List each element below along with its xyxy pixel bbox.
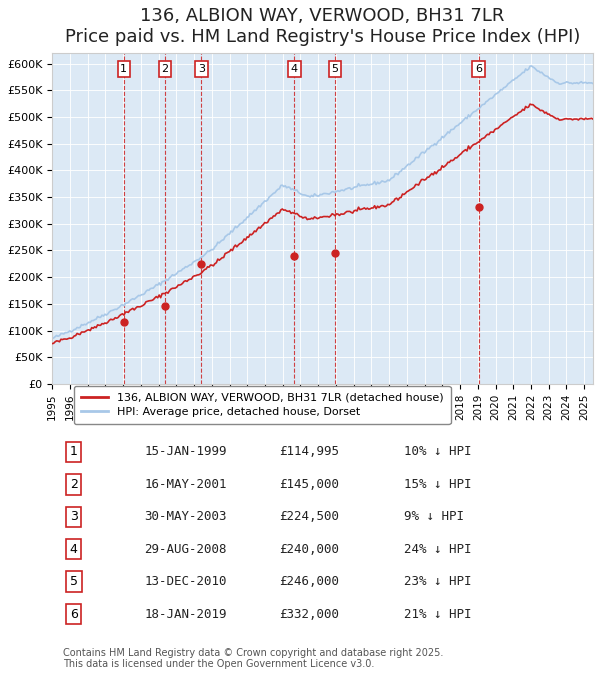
Legend: 136, ALBION WAY, VERWOOD, BH31 7LR (detached house), HPI: Average price, detache: 136, ALBION WAY, VERWOOD, BH31 7LR (deta… (74, 386, 451, 424)
Text: 18-JAN-2019: 18-JAN-2019 (144, 607, 227, 621)
Text: £224,500: £224,500 (280, 510, 340, 524)
Text: 13-DEC-2010: 13-DEC-2010 (144, 575, 227, 588)
Text: 30-MAY-2003: 30-MAY-2003 (144, 510, 227, 524)
Text: 2: 2 (70, 478, 78, 491)
Text: Contains HM Land Registry data © Crown copyright and database right 2025.
This d: Contains HM Land Registry data © Crown c… (63, 647, 443, 669)
Text: 3: 3 (198, 64, 205, 74)
Text: 15-JAN-1999: 15-JAN-1999 (144, 445, 227, 458)
Text: 24% ↓ HPI: 24% ↓ HPI (404, 543, 471, 556)
Text: £246,000: £246,000 (280, 575, 340, 588)
Text: 4: 4 (291, 64, 298, 74)
Text: 23% ↓ HPI: 23% ↓ HPI (404, 575, 471, 588)
Text: £114,995: £114,995 (280, 445, 340, 458)
Text: 5: 5 (332, 64, 338, 74)
Text: £240,000: £240,000 (280, 543, 340, 556)
Text: 4: 4 (70, 543, 78, 556)
Text: 16-MAY-2001: 16-MAY-2001 (144, 478, 227, 491)
Text: 6: 6 (70, 607, 78, 621)
Text: 5: 5 (70, 575, 78, 588)
Text: 2: 2 (161, 64, 169, 74)
Text: 6: 6 (475, 64, 482, 74)
Title: 136, ALBION WAY, VERWOOD, BH31 7LR
Price paid vs. HM Land Registry's House Price: 136, ALBION WAY, VERWOOD, BH31 7LR Price… (65, 7, 580, 46)
Text: 3: 3 (70, 510, 78, 524)
Text: £145,000: £145,000 (280, 478, 340, 491)
Text: 1: 1 (70, 445, 78, 458)
Text: 10% ↓ HPI: 10% ↓ HPI (404, 445, 471, 458)
Text: £332,000: £332,000 (280, 607, 340, 621)
Text: 29-AUG-2008: 29-AUG-2008 (144, 543, 227, 556)
Text: 9% ↓ HPI: 9% ↓ HPI (404, 510, 464, 524)
Text: 21% ↓ HPI: 21% ↓ HPI (404, 607, 471, 621)
Text: 1: 1 (121, 64, 127, 74)
Text: 15% ↓ HPI: 15% ↓ HPI (404, 478, 471, 491)
